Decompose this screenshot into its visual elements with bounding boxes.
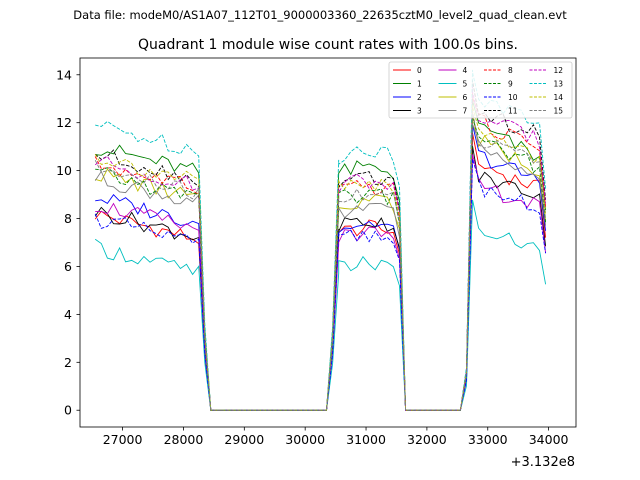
- legend-label-11: 11: [508, 107, 518, 116]
- axes-area: 27000 28000 29000 30000 31000 32000 33000 34000…: [56, 57, 577, 447]
- x-tick-label: 32000: [407, 432, 447, 447]
- chart-title: Quadrant 1 module wise count rates with …: [138, 37, 518, 53]
- y-tick-label: 0: [64, 403, 72, 418]
- legend-label-7: 7: [463, 107, 468, 116]
- legend-label-3: 3: [417, 107, 422, 116]
- legend-label-9: 9: [508, 80, 513, 89]
- legend-label-10: 10: [508, 93, 518, 102]
- x-tick-label: 30000: [285, 432, 325, 447]
- y-tick-label: 14: [56, 67, 72, 82]
- legend-label-8: 8: [508, 66, 513, 75]
- legend-label-15: 15: [554, 107, 564, 116]
- x-tick-label: 34000: [529, 432, 569, 447]
- legend-frame: [388, 61, 573, 119]
- chart-suptitle: Data file: modeM0/AS1A07_112T01_90000033…: [73, 8, 567, 22]
- y-tick-label: 4: [64, 307, 72, 322]
- x-offset-label: +3.132e8: [511, 455, 575, 470]
- series-line-10: [94, 158, 547, 411]
- axes-frame: [79, 57, 577, 428]
- y-tick-label: 8: [64, 211, 72, 226]
- x-tick-label: 33000: [468, 432, 508, 447]
- x-tick-label: 29000: [224, 432, 264, 447]
- x-tick-label: 28000: [164, 432, 204, 447]
- legend-label-2: 2: [417, 93, 422, 102]
- legend-label-0: 0: [417, 66, 422, 75]
- x-tick-label: 31000: [346, 432, 386, 447]
- legend-label-13: 13: [554, 80, 564, 89]
- legend-label-14: 14: [554, 93, 564, 102]
- legend-label-4: 4: [463, 66, 468, 75]
- y-tick-label: 10: [56, 163, 72, 178]
- y-tick-label: 2: [64, 355, 72, 370]
- legend-label-6: 6: [463, 93, 468, 102]
- x-tick-label: 27000: [103, 432, 143, 447]
- legend-label-1: 1: [417, 80, 422, 89]
- legend-label-12: 12: [554, 66, 564, 75]
- y-tick-label: 12: [56, 115, 72, 130]
- legend-label-5: 5: [463, 80, 468, 89]
- y-tick-label: 6: [64, 259, 72, 274]
